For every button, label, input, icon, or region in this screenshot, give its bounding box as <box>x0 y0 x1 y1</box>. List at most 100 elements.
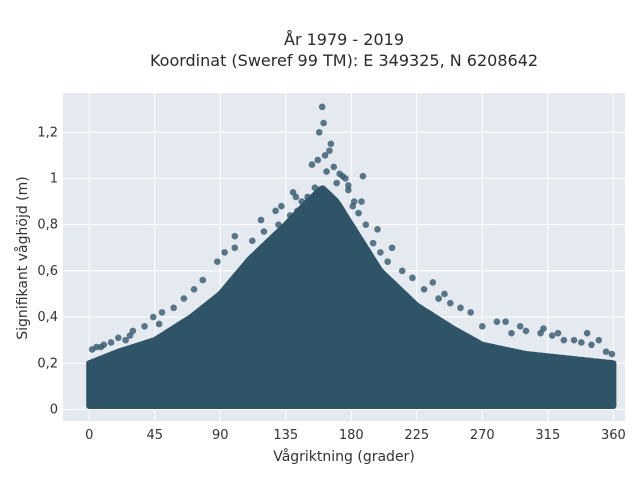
data-point <box>583 329 591 337</box>
data-point <box>107 339 115 346</box>
y-tick-label: 0,8 <box>37 218 58 233</box>
data-point <box>231 244 239 252</box>
x-tick-label: 225 <box>404 428 429 443</box>
x-axis-title: Vågriktning (grader) <box>273 448 415 465</box>
data-point <box>578 339 585 346</box>
data-point <box>374 225 381 233</box>
data-point <box>446 299 454 307</box>
data-point <box>294 207 301 215</box>
data-point <box>321 152 329 159</box>
data-point <box>221 249 228 256</box>
data-point <box>388 244 396 252</box>
data-point <box>88 346 96 353</box>
data-point <box>126 332 134 339</box>
data-point <box>170 304 177 312</box>
x-tick-label: 270 <box>470 428 495 443</box>
data-point <box>333 179 341 187</box>
data-point <box>286 212 294 219</box>
data-point <box>275 221 282 228</box>
data-point <box>508 329 515 337</box>
data-point <box>318 103 326 111</box>
data-point <box>345 186 352 194</box>
x-tick-label: 0 <box>85 428 93 443</box>
data-point <box>548 332 556 339</box>
data-point <box>248 237 256 245</box>
data-point <box>602 348 610 356</box>
data-point <box>369 239 377 247</box>
data-point <box>336 170 343 178</box>
data-point <box>358 198 365 205</box>
y-tick-label: 1,2 <box>37 125 58 140</box>
data-point <box>588 341 595 349</box>
data-point <box>570 336 578 344</box>
data-point <box>479 322 486 330</box>
data-point <box>349 202 357 210</box>
data-point <box>315 128 323 136</box>
dense-point-cloud <box>86 185 617 409</box>
y-axis-title: Signifikant våghöjd (m) <box>14 176 31 339</box>
data-point <box>231 232 239 240</box>
data-point <box>326 147 333 155</box>
data-point <box>320 119 327 127</box>
data-point <box>429 279 437 286</box>
data-point <box>304 193 311 201</box>
x-tick-label: 360 <box>601 428 626 443</box>
data-point <box>359 172 367 180</box>
data-point <box>560 336 568 344</box>
data-point <box>435 295 442 302</box>
data-point <box>554 329 562 337</box>
data-point <box>289 189 297 196</box>
data-point <box>311 184 319 192</box>
y-tick-labels: 0 0,2 0,4 0,6 0,8 1 1,2 <box>37 125 58 417</box>
data-point <box>314 156 322 164</box>
chart-subtitle: Koordinat (Sweref 99 TM): E 349325, N 62… <box>150 51 538 70</box>
chart-title: År 1979 - 2019 <box>284 30 404 49</box>
data-point <box>398 267 406 275</box>
data-point <box>595 336 603 344</box>
data-point <box>323 168 330 175</box>
data-point <box>420 286 428 293</box>
data-point <box>190 286 198 293</box>
data-point <box>327 140 335 148</box>
x-tick-labels: 0 45 90 135 180 225 270 315 360 <box>85 428 626 443</box>
data-point <box>308 161 316 168</box>
y-tick-label: 1 <box>50 171 58 186</box>
y-tick-label: 0 <box>50 402 58 417</box>
data-point <box>377 249 384 256</box>
data-point <box>362 221 370 228</box>
x-tick-label: 45 <box>146 428 163 443</box>
data-point <box>502 318 509 325</box>
data-point <box>141 322 148 330</box>
x-tick-label: 180 <box>339 428 364 443</box>
y-tick-label: 0,6 <box>37 264 58 279</box>
y-tick-label: 0,2 <box>37 356 58 371</box>
point-density-band <box>86 185 617 409</box>
data-point <box>97 343 105 351</box>
data-point <box>260 228 268 235</box>
x-tick-label: 315 <box>535 428 560 443</box>
x-tick-label: 90 <box>212 428 229 443</box>
data-point <box>155 320 163 328</box>
x-tick-label: 135 <box>273 428 298 443</box>
data-point <box>342 175 349 182</box>
data-point <box>330 163 338 171</box>
data-point <box>272 207 279 215</box>
data-point <box>522 327 530 335</box>
data-point <box>540 325 547 332</box>
data-point <box>149 313 157 321</box>
data-point <box>516 322 524 330</box>
data-point <box>608 350 616 358</box>
data-point <box>457 304 464 312</box>
data-point <box>355 209 362 217</box>
data-point <box>115 334 122 342</box>
data-point <box>199 276 207 284</box>
data-point <box>409 274 416 282</box>
data-point <box>467 309 474 316</box>
y-tick-label: 0,4 <box>37 310 58 325</box>
data-point <box>493 318 501 325</box>
data-point <box>257 216 265 224</box>
data-point <box>180 295 188 302</box>
data-point <box>298 198 306 205</box>
data-point <box>278 202 285 210</box>
